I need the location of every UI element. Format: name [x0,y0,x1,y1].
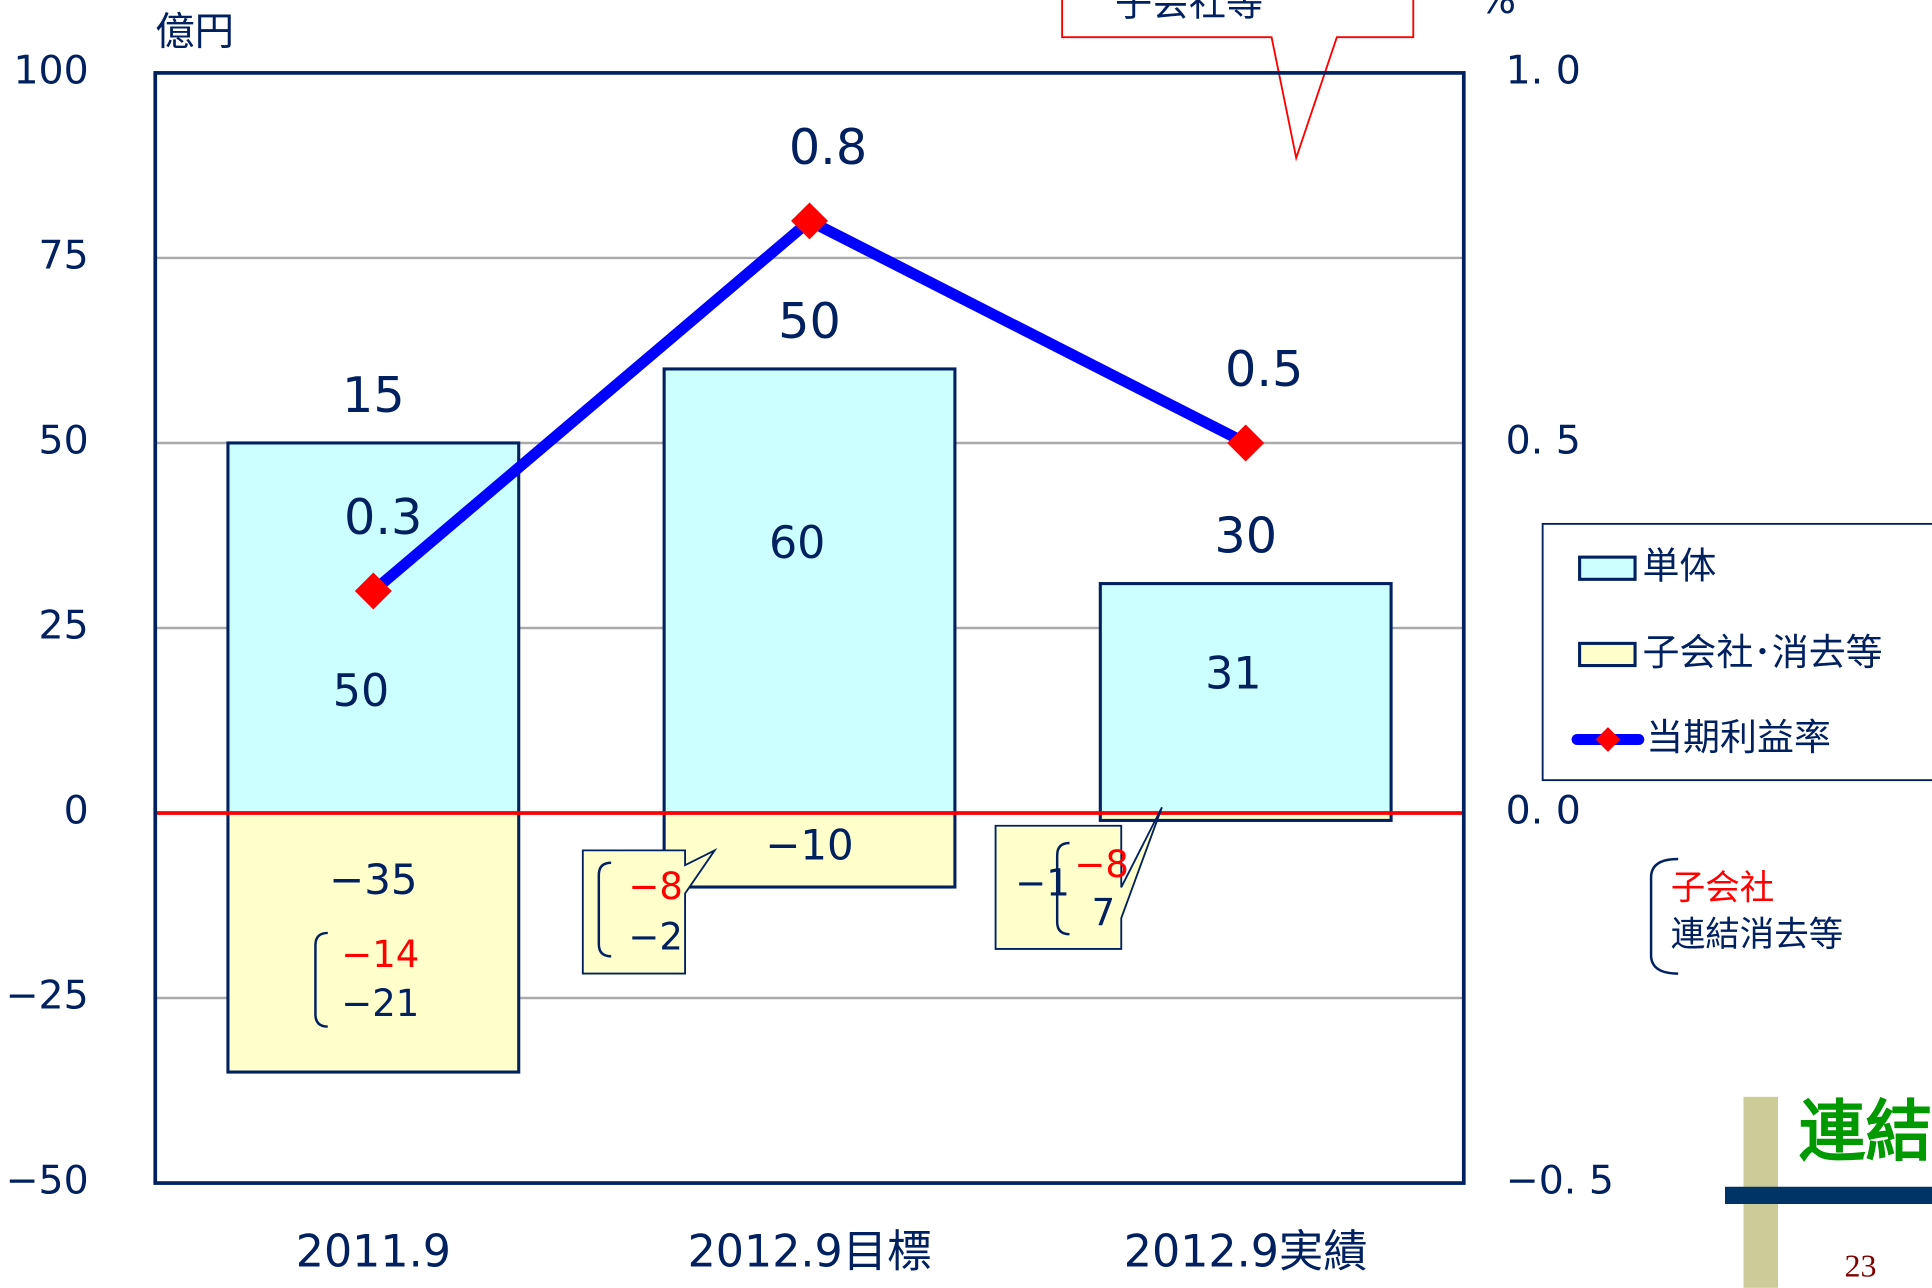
y2-axis-label: % [1479,0,1516,23]
bar [1098,582,1393,815]
y-tick-label: 0 [64,788,89,834]
callout-box [581,847,718,975]
callout-text: 子会社等 [1115,0,1263,25]
breakdown-label: −14 [341,933,419,976]
bracket [314,931,328,1028]
data-label: −10 [765,820,853,869]
breakdown-label: −2 [628,916,682,959]
total-label: 50 [778,292,841,350]
footer: 連結 23 [1725,1092,1932,1288]
y2-tick-label: 0. 0 [1506,788,1581,834]
x-tick-label: 2012.9目標 [688,1227,932,1278]
y-tick-label: 50 [39,417,89,463]
x-tick-label: 2011.9 [296,1227,451,1278]
line-marker [791,202,828,240]
y2-tick-label: 0. 5 [1506,417,1581,463]
plot-frame [153,71,1466,1185]
legend-label: 当期利益率 [1646,716,1831,759]
page-number: 23 [1845,1248,1877,1284]
callout-box [994,806,1163,950]
data-label: 60 [769,518,825,569]
data-label: −35 [329,855,417,904]
x-tick-label: 2012.9実績 [1124,1227,1368,1278]
breakdown-label: −8 [1074,843,1128,886]
bar [662,367,957,815]
legend-swatch [1578,641,1637,668]
callout-box [1061,0,1415,162]
bracket [1649,857,1679,975]
y-tick-label: 75 [39,232,89,278]
y-tick-label: −50 [6,1158,89,1204]
section-title: 連結 [1799,1092,1932,1170]
total-label: 15 [342,366,405,424]
legend-label: 子会社･消去等 [1642,631,1882,674]
y-tick-label: 25 [39,602,89,648]
side-note: 子会社 [1671,868,1775,908]
y-axis-label: 億円 [155,9,234,55]
line-label: 0.3 [344,488,422,546]
data-label: 50 [333,666,389,717]
breakdown-label: −8 [628,865,682,908]
line-marker [1227,424,1265,462]
data-label: −1 [1015,861,1069,904]
legend-label: 単体 [1642,545,1716,588]
y2-tick-label: −0. 5 [1506,1158,1614,1204]
line-marker [354,572,392,610]
side-note: 連結消去等 [1671,915,1844,955]
bracket [597,861,612,958]
y-tick-label: 100 [13,47,88,93]
legend-swatch [1578,555,1637,581]
y2-tick-label: 1. 0 [1506,47,1581,93]
breakdown-label: −21 [341,982,419,1025]
line-label: 0.8 [789,118,867,176]
bar [226,811,521,1074]
data-label: 31 [1205,649,1261,700]
legend-marker [1595,727,1621,752]
total-label: 30 [1214,507,1277,565]
top-callout: 子会社等 [1061,0,1415,162]
y-tick-label: −25 [6,973,89,1019]
bracket [1055,841,1070,936]
breakdown-label: 7 [1092,891,1116,934]
footer-rule [1725,1186,1932,1205]
line-label: 0.5 [1225,340,1303,398]
